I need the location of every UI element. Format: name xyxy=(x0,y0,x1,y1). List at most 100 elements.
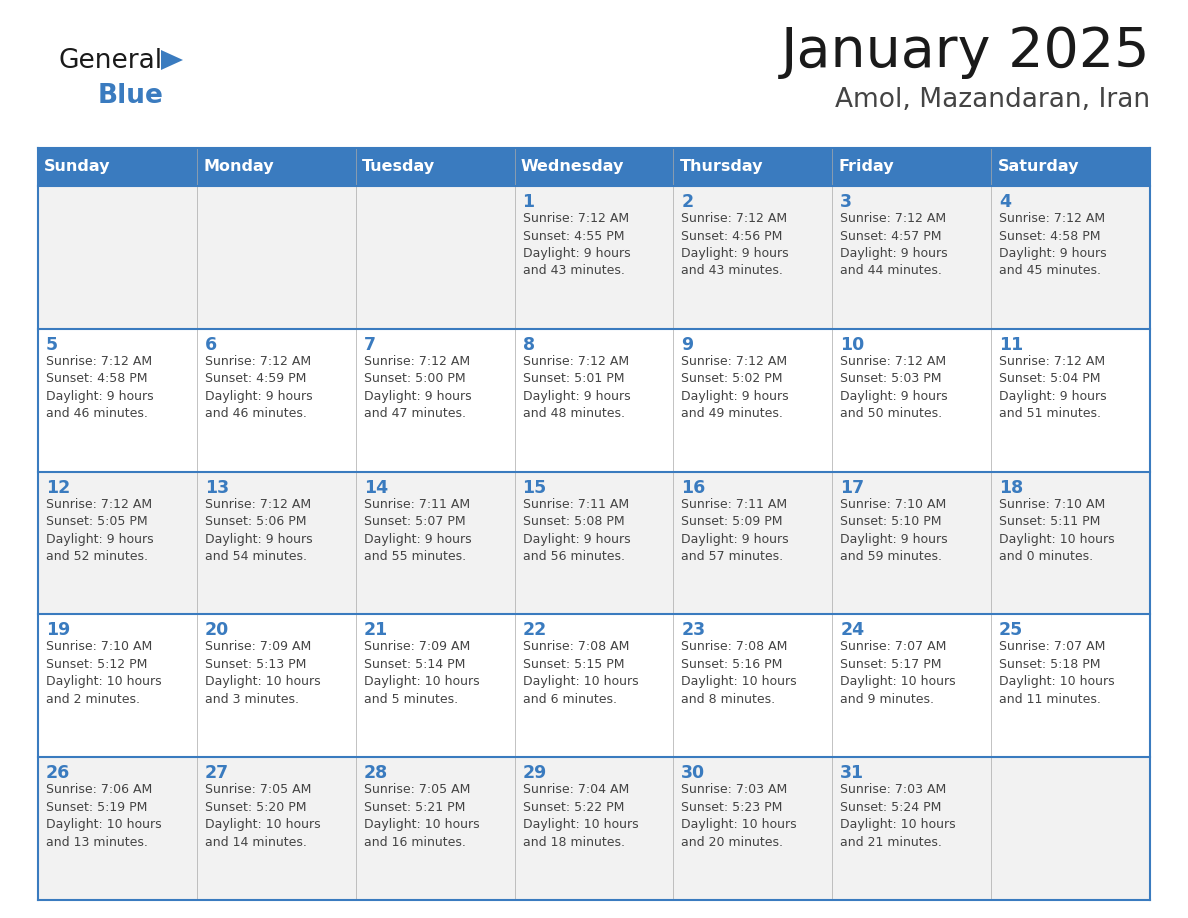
Text: Sunset: 5:10 PM: Sunset: 5:10 PM xyxy=(840,515,942,528)
Text: Daylight: 10 hours: Daylight: 10 hours xyxy=(999,676,1114,688)
Text: 7: 7 xyxy=(364,336,375,353)
Text: Daylight: 9 hours: Daylight: 9 hours xyxy=(840,390,948,403)
Text: Sunrise: 7:03 AM: Sunrise: 7:03 AM xyxy=(682,783,788,796)
Text: Tuesday: Tuesday xyxy=(362,160,435,174)
Bar xyxy=(38,329,1150,472)
Text: Sunrise: 7:12 AM: Sunrise: 7:12 AM xyxy=(46,498,152,510)
Text: Sunset: 5:07 PM: Sunset: 5:07 PM xyxy=(364,515,466,528)
Text: Daylight: 10 hours: Daylight: 10 hours xyxy=(364,676,479,688)
Text: 24: 24 xyxy=(840,621,865,640)
Text: Daylight: 10 hours: Daylight: 10 hours xyxy=(682,676,797,688)
Text: Sunrise: 7:10 AM: Sunrise: 7:10 AM xyxy=(46,641,152,654)
Text: and 14 minutes.: and 14 minutes. xyxy=(204,835,307,849)
Text: and 49 minutes.: and 49 minutes. xyxy=(682,408,783,420)
Text: Saturday: Saturday xyxy=(998,160,1079,174)
Text: 9: 9 xyxy=(682,336,694,353)
Text: 30: 30 xyxy=(682,764,706,782)
Text: Sunrise: 7:12 AM: Sunrise: 7:12 AM xyxy=(523,354,628,368)
Text: Monday: Monday xyxy=(203,160,274,174)
Text: Sunrise: 7:10 AM: Sunrise: 7:10 AM xyxy=(999,498,1105,510)
Text: Sunday: Sunday xyxy=(44,160,110,174)
Text: Daylight: 10 hours: Daylight: 10 hours xyxy=(840,818,956,831)
Text: 28: 28 xyxy=(364,764,388,782)
Text: and 43 minutes.: and 43 minutes. xyxy=(523,264,625,277)
Text: and 50 minutes.: and 50 minutes. xyxy=(840,408,942,420)
Text: Friday: Friday xyxy=(839,160,895,174)
Text: 6: 6 xyxy=(204,336,217,353)
Bar xyxy=(38,148,1150,186)
Text: Sunrise: 7:05 AM: Sunrise: 7:05 AM xyxy=(364,783,470,796)
Text: Sunset: 5:17 PM: Sunset: 5:17 PM xyxy=(840,658,942,671)
Text: Sunset: 5:20 PM: Sunset: 5:20 PM xyxy=(204,800,307,813)
Text: 13: 13 xyxy=(204,478,229,497)
Text: 1: 1 xyxy=(523,193,535,211)
Bar xyxy=(38,614,1150,757)
Text: Daylight: 9 hours: Daylight: 9 hours xyxy=(682,390,789,403)
Text: Sunrise: 7:07 AM: Sunrise: 7:07 AM xyxy=(999,641,1106,654)
Text: Daylight: 10 hours: Daylight: 10 hours xyxy=(204,818,321,831)
Text: Daylight: 10 hours: Daylight: 10 hours xyxy=(523,818,638,831)
Text: Sunset: 5:08 PM: Sunset: 5:08 PM xyxy=(523,515,624,528)
Text: Sunrise: 7:05 AM: Sunrise: 7:05 AM xyxy=(204,783,311,796)
Text: and 18 minutes.: and 18 minutes. xyxy=(523,835,625,849)
Text: Sunset: 5:00 PM: Sunset: 5:00 PM xyxy=(364,373,466,386)
Text: 10: 10 xyxy=(840,336,865,353)
Text: and 59 minutes.: and 59 minutes. xyxy=(840,550,942,563)
Text: Daylight: 10 hours: Daylight: 10 hours xyxy=(46,818,162,831)
Text: and 2 minutes.: and 2 minutes. xyxy=(46,693,140,706)
Text: and 57 minutes.: and 57 minutes. xyxy=(682,550,784,563)
Text: 16: 16 xyxy=(682,478,706,497)
Text: Sunset: 5:13 PM: Sunset: 5:13 PM xyxy=(204,658,307,671)
Text: and 3 minutes.: and 3 minutes. xyxy=(204,693,299,706)
Text: Sunset: 5:15 PM: Sunset: 5:15 PM xyxy=(523,658,624,671)
Text: and 5 minutes.: and 5 minutes. xyxy=(364,693,457,706)
Text: Amol, Mazandaran, Iran: Amol, Mazandaran, Iran xyxy=(835,87,1150,113)
Text: Daylight: 9 hours: Daylight: 9 hours xyxy=(840,532,948,545)
Text: Daylight: 9 hours: Daylight: 9 hours xyxy=(46,532,153,545)
Text: Sunrise: 7:12 AM: Sunrise: 7:12 AM xyxy=(523,212,628,225)
Text: Sunrise: 7:12 AM: Sunrise: 7:12 AM xyxy=(840,354,947,368)
Text: Daylight: 10 hours: Daylight: 10 hours xyxy=(364,818,479,831)
Bar xyxy=(38,186,1150,329)
Text: 2: 2 xyxy=(682,193,694,211)
Text: 8: 8 xyxy=(523,336,535,353)
Text: and 8 minutes.: and 8 minutes. xyxy=(682,693,776,706)
Text: and 20 minutes.: and 20 minutes. xyxy=(682,835,783,849)
Text: Sunrise: 7:12 AM: Sunrise: 7:12 AM xyxy=(840,212,947,225)
Text: Sunrise: 7:11 AM: Sunrise: 7:11 AM xyxy=(523,498,628,510)
Text: Sunrise: 7:09 AM: Sunrise: 7:09 AM xyxy=(204,641,311,654)
Text: 31: 31 xyxy=(840,764,865,782)
Text: Daylight: 9 hours: Daylight: 9 hours xyxy=(364,390,472,403)
Text: Sunrise: 7:12 AM: Sunrise: 7:12 AM xyxy=(682,354,788,368)
Polygon shape xyxy=(162,50,183,70)
Text: Sunset: 5:06 PM: Sunset: 5:06 PM xyxy=(204,515,307,528)
Text: Sunrise: 7:10 AM: Sunrise: 7:10 AM xyxy=(840,498,947,510)
Text: 27: 27 xyxy=(204,764,229,782)
Text: and 6 minutes.: and 6 minutes. xyxy=(523,693,617,706)
Text: Sunrise: 7:12 AM: Sunrise: 7:12 AM xyxy=(364,354,469,368)
Text: Sunset: 5:23 PM: Sunset: 5:23 PM xyxy=(682,800,783,813)
Text: Daylight: 10 hours: Daylight: 10 hours xyxy=(682,818,797,831)
Text: 20: 20 xyxy=(204,621,229,640)
Text: and 54 minutes.: and 54 minutes. xyxy=(204,550,307,563)
Text: Sunset: 5:05 PM: Sunset: 5:05 PM xyxy=(46,515,147,528)
Text: 19: 19 xyxy=(46,621,70,640)
Text: and 0 minutes.: and 0 minutes. xyxy=(999,550,1093,563)
Text: and 43 minutes.: and 43 minutes. xyxy=(682,264,783,277)
Text: January 2025: January 2025 xyxy=(781,25,1150,79)
Text: Sunrise: 7:11 AM: Sunrise: 7:11 AM xyxy=(364,498,469,510)
Text: Sunrise: 7:09 AM: Sunrise: 7:09 AM xyxy=(364,641,470,654)
Text: Daylight: 9 hours: Daylight: 9 hours xyxy=(682,532,789,545)
Text: Sunset: 4:55 PM: Sunset: 4:55 PM xyxy=(523,230,624,242)
Text: and 13 minutes.: and 13 minutes. xyxy=(46,835,147,849)
Text: Sunset: 4:56 PM: Sunset: 4:56 PM xyxy=(682,230,783,242)
Text: and 16 minutes.: and 16 minutes. xyxy=(364,835,466,849)
Text: Sunrise: 7:12 AM: Sunrise: 7:12 AM xyxy=(204,498,311,510)
Text: Daylight: 9 hours: Daylight: 9 hours xyxy=(999,247,1107,260)
Bar xyxy=(38,472,1150,614)
Text: Sunrise: 7:12 AM: Sunrise: 7:12 AM xyxy=(204,354,311,368)
Text: Sunset: 5:11 PM: Sunset: 5:11 PM xyxy=(999,515,1100,528)
Text: Sunset: 5:19 PM: Sunset: 5:19 PM xyxy=(46,800,147,813)
Text: Sunset: 4:57 PM: Sunset: 4:57 PM xyxy=(840,230,942,242)
Text: Daylight: 10 hours: Daylight: 10 hours xyxy=(46,676,162,688)
